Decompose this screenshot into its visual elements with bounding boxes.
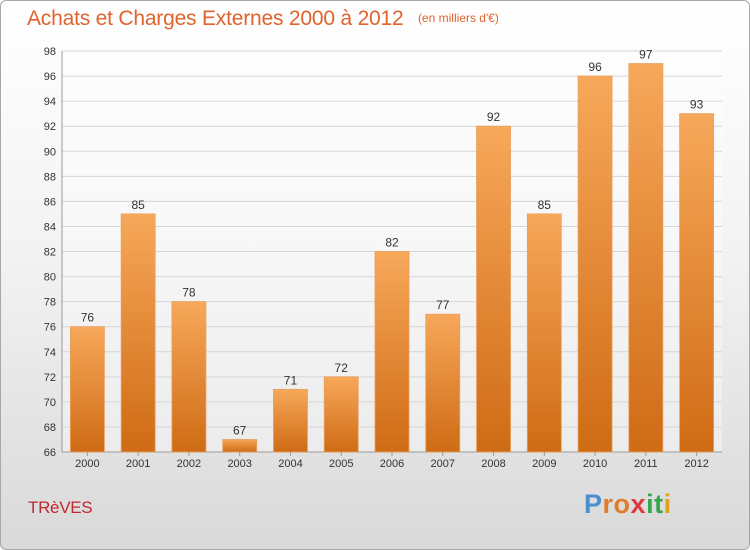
value-label: 85 bbox=[131, 198, 145, 212]
x-tick-label: 2000 bbox=[75, 458, 99, 470]
x-tick-label: 2002 bbox=[177, 458, 201, 470]
value-label: 77 bbox=[436, 298, 450, 312]
value-label: 93 bbox=[690, 98, 704, 112]
logo-letter: P bbox=[584, 489, 603, 519]
proxiti-logo: Proxiti bbox=[584, 489, 672, 520]
bar bbox=[323, 376, 359, 453]
bar bbox=[628, 63, 664, 453]
bar bbox=[273, 388, 308, 453]
place-name: TRèVES bbox=[28, 498, 93, 517]
y-tick-label: 68 bbox=[44, 422, 56, 434]
chart-title: Achats et Charges Externes 2000 à 2012 bbox=[27, 7, 404, 30]
logo-letter: o bbox=[613, 489, 631, 519]
bar bbox=[171, 301, 207, 453]
bar bbox=[679, 113, 715, 453]
value-label: 71 bbox=[284, 373, 298, 387]
bar bbox=[526, 213, 562, 453]
y-tick-label: 92 bbox=[44, 121, 56, 133]
y-tick-label: 84 bbox=[44, 221, 56, 233]
logo-letter: x bbox=[630, 489, 647, 519]
logo-letter: i bbox=[646, 489, 655, 519]
x-tick-label: 2010 bbox=[583, 458, 607, 470]
bar bbox=[120, 213, 156, 453]
y-tick-label: 70 bbox=[44, 397, 56, 409]
y-tick-label: 88 bbox=[44, 171, 56, 183]
y-tick-label: 98 bbox=[44, 46, 56, 58]
x-tick-label: 2011 bbox=[634, 458, 658, 470]
x-tick-label: 2004 bbox=[278, 458, 302, 470]
y-tick-label: 90 bbox=[44, 146, 56, 158]
y-tick-label: 66 bbox=[44, 447, 56, 459]
logo-letter: r bbox=[602, 489, 614, 519]
x-tick-label: 2009 bbox=[532, 458, 556, 470]
y-tick-label: 82 bbox=[44, 247, 56, 259]
y-tick-label: 78 bbox=[44, 297, 56, 309]
y-tick-label: 80 bbox=[44, 272, 56, 284]
x-tick-label: 2003 bbox=[227, 458, 251, 470]
value-label: 97 bbox=[639, 48, 653, 62]
value-label: 82 bbox=[385, 236, 399, 250]
y-tick-label: 76 bbox=[44, 322, 56, 334]
value-label: 85 bbox=[538, 198, 552, 212]
x-tick-label: 2008 bbox=[481, 458, 505, 470]
bar bbox=[425, 313, 461, 453]
logo-letter: t bbox=[654, 489, 664, 519]
bar bbox=[374, 251, 410, 453]
y-tick-label: 94 bbox=[44, 96, 56, 108]
value-label: 92 bbox=[487, 110, 501, 124]
y-tick-label: 96 bbox=[44, 71, 56, 83]
y-tick-label: 86 bbox=[44, 196, 56, 208]
value-label: 96 bbox=[588, 60, 602, 74]
x-tick-label: 2006 bbox=[380, 458, 404, 470]
y-tick-label: 74 bbox=[44, 347, 56, 359]
plot-area: 66 68 70 72 74 76 78 80 82 84 86 88 90 92 94 96 98 2000 76… bbox=[44, 46, 722, 470]
value-label: 72 bbox=[335, 361, 349, 375]
x-tick-label: 2005 bbox=[329, 458, 353, 470]
bar bbox=[222, 439, 258, 453]
x-tick-label: 2001 bbox=[126, 458, 150, 470]
bar bbox=[476, 125, 511, 453]
x-tick-label: 2012 bbox=[684, 458, 708, 470]
value-label: 78 bbox=[182, 286, 196, 300]
logo-letter: i bbox=[663, 489, 672, 519]
chart-unit: (en milliers d'€) bbox=[417, 11, 499, 25]
bar bbox=[577, 75, 613, 453]
chart-title-block: Achats et Charges Externes 2000 à 2012 (… bbox=[27, 7, 499, 31]
bar bbox=[69, 326, 105, 453]
x-tick-label: 2007 bbox=[431, 458, 455, 470]
value-label: 76 bbox=[81, 311, 95, 325]
value-label: 67 bbox=[233, 423, 247, 437]
y-tick-label: 72 bbox=[44, 372, 56, 384]
